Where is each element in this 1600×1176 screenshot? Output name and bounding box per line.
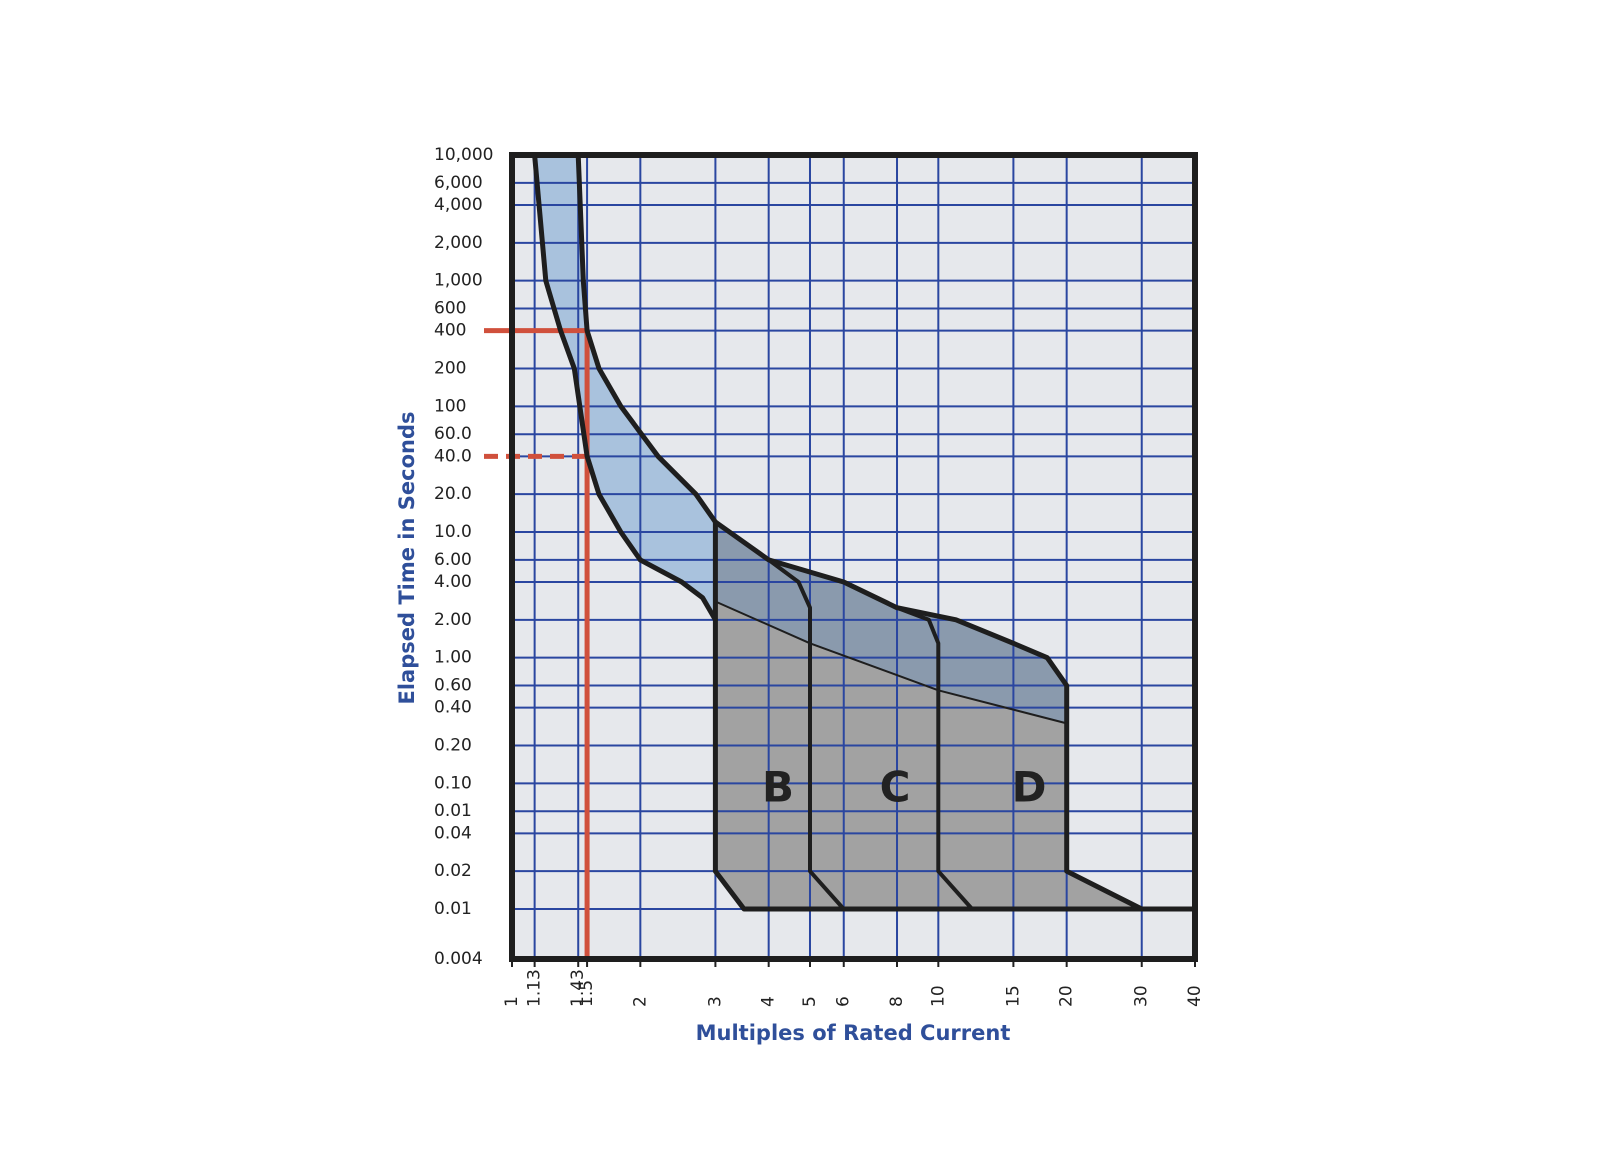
y-axis-title: Elapsed Time in Seconds: [395, 412, 419, 705]
y-tick-label: 0.60: [434, 676, 472, 696]
x-tick-label: 8: [887, 996, 907, 1007]
region-label: B: [762, 763, 794, 812]
x-tick-label: 6: [834, 996, 854, 1007]
x-tick-label: 20: [1057, 985, 1077, 1007]
trip-curve: [712, 519, 1145, 912]
y-tick-label: 400: [434, 321, 466, 341]
y-tick-label: 6,000: [434, 173, 483, 193]
y-tick-label: 20.0: [434, 484, 472, 504]
x-tick-label: 3: [705, 996, 725, 1007]
x-tick-label: 1.13: [525, 969, 545, 1007]
trip-curve: [575, 152, 1198, 912]
y-tick-label: 1.00: [434, 648, 472, 668]
y-tick-label: 0.04: [434, 823, 472, 843]
x-tick-label: 15: [1003, 985, 1023, 1007]
x-tick-label: 40: [1185, 985, 1205, 1007]
trip-curve: [714, 600, 1068, 725]
thermal-region: [534, 155, 716, 620]
y-tick-label: 100: [434, 396, 466, 416]
x-tick-label: 2: [630, 996, 650, 1007]
y-tick-label: 2.00: [434, 610, 472, 630]
trip-curve: [532, 152, 718, 623]
x-axis-title: Multiples of Rated Current: [696, 1021, 1011, 1045]
y-tick-label: 0.20: [434, 735, 472, 755]
y-tick-label: 200: [434, 359, 466, 379]
region-label: C: [880, 763, 911, 812]
x-tick-label: 1.43: [568, 969, 588, 1007]
y-tick-label: 0.40: [434, 698, 472, 718]
trip-curve: [895, 605, 975, 911]
y-tick-label: 600: [434, 299, 466, 319]
y-tick-label: 0.01: [434, 801, 472, 821]
y-tick-label: 4,000: [434, 195, 483, 215]
x-tick-label: 30: [1132, 985, 1152, 1007]
x-tick-label: 1: [502, 996, 522, 1007]
y-tick-label: 10,000: [434, 145, 493, 165]
region-label: D: [1012, 763, 1047, 812]
x-tick-label: 10: [928, 985, 948, 1007]
x-tick-label: 5: [800, 996, 820, 1007]
plot-frame: [509, 152, 1198, 962]
x-tick-label: 1.5: [577, 980, 597, 1007]
trip-curve: [766, 557, 846, 911]
y-tick-label: 2,000: [434, 233, 483, 253]
y-tick-label: 4.00: [434, 572, 472, 592]
x-tick-label: 4: [759, 996, 779, 1007]
y-tick-label: 6.00: [434, 550, 472, 570]
y-tick-label: 60.0: [434, 424, 472, 444]
y-tick-label: 0.10: [434, 773, 472, 793]
y-tick-label: 0.02: [434, 861, 472, 881]
y-tick-label: 0.01: [434, 899, 472, 919]
y-tick-label: 10.0: [434, 522, 472, 542]
y-tick-label: 1,000: [434, 271, 483, 291]
y-tick-label: 40.0: [434, 446, 472, 466]
y-tick-label: 0.004: [434, 949, 483, 969]
